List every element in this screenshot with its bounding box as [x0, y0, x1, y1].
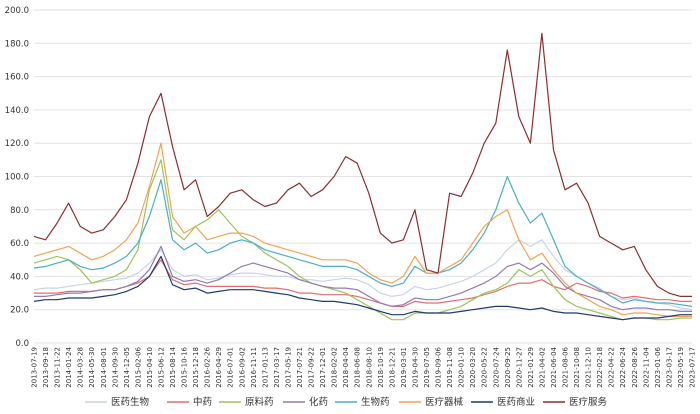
legend-item: 生物药	[335, 396, 390, 408]
series-line-0	[33, 239, 693, 311]
x-tick-label: 2020-11-27	[515, 347, 523, 388]
x-tick-label: 2022-08-26	[631, 346, 639, 387]
y-tick-label: 180.0	[5, 39, 29, 49]
x-tick-label: 2017-01-13	[261, 347, 269, 388]
x-tick-label: 2022-06-24	[619, 346, 627, 387]
legend-label: 生物药	[361, 396, 390, 408]
series-line-4	[33, 175, 693, 307]
x-axis: 2013-07-19 2013-09-18 2013-11-22 2014-01-24…	[31, 346, 697, 387]
legend-label: 原料药	[245, 396, 274, 408]
x-tick-label: 2023-01-06	[654, 346, 662, 387]
legend-item: 化药	[283, 396, 328, 408]
series-line-5	[33, 142, 692, 317]
grid-lines	[34, 9, 692, 344]
x-tick-label: 2018-06-08	[354, 347, 362, 388]
x-tick-label: 2021-08-06	[562, 346, 570, 387]
x-tick-label: 2015-04-10	[146, 347, 154, 388]
legend-item: 医疗服务	[543, 396, 608, 408]
x-tick-label: 2022-04-22	[608, 347, 616, 388]
x-tick-label: 2014-12-05	[123, 347, 131, 388]
legend-item: 中药	[167, 396, 212, 408]
legend-label: 医药生物	[111, 396, 150, 408]
y-tick-label: 80.0	[10, 206, 29, 216]
x-tick-label: 2019-03-01	[400, 347, 408, 388]
x-tick-label: 2021-12-10	[585, 347, 593, 388]
legend: 医药生物 中药 原料药 化药 生物药 医疗器械 医药商业 医疗服务	[85, 396, 608, 408]
x-tick-label: 2016-07-01	[227, 347, 235, 388]
x-tick-label: 2018-12-21	[388, 347, 396, 388]
y-tick-label: 100.0	[5, 173, 29, 183]
x-tick-label: 2017-03-17	[273, 347, 281, 388]
x-tick-label: 2013-07-19	[31, 347, 39, 388]
x-tick-label: 2017-12-01	[319, 347, 327, 388]
y-tick-label: 40.0	[10, 272, 29, 282]
x-tick-label: 2023-03-17	[665, 347, 673, 388]
x-tick-label: 2018-10-19	[377, 347, 385, 388]
x-tick-label: 2019-11-08	[446, 347, 454, 388]
series-lines	[33, 32, 693, 321]
series-line-7	[33, 32, 692, 297]
x-tick-label: 2022-02-18	[596, 347, 604, 388]
y-tick-label: 120.0	[5, 139, 29, 149]
x-tick-label: 2019-09-06	[435, 346, 443, 387]
legend-label: 中药	[193, 396, 212, 408]
x-tick-label: 2017-09-22	[308, 347, 316, 388]
series-line-2	[33, 159, 692, 321]
x-tick-label: 2018-02-02	[331, 347, 339, 388]
x-tick-label: 2015-10-16	[181, 346, 189, 387]
y-axis: 0.0 20.0 40.0 60.0 80.0 100.0 120.0 140.0 160.0 1…	[5, 6, 29, 349]
x-tick-label: 2020-07-24	[492, 346, 500, 387]
x-tick-label: 2014-03-28	[77, 347, 85, 388]
y-tick-label: 140.0	[5, 106, 29, 116]
x-tick-label: 2019-07-05	[423, 347, 431, 388]
y-tick-label: 60.0	[10, 239, 29, 249]
legend-label: 医疗服务	[569, 396, 608, 408]
series-line-1	[34, 259, 692, 307]
x-tick-label: 2017-07-21	[296, 347, 304, 388]
x-tick-label: 2020-05-22	[481, 347, 489, 388]
x-tick-label: 2023-05-19	[677, 347, 685, 388]
x-tick-label: 2019-04-30	[411, 347, 419, 388]
x-tick-label: 2020-09-25	[504, 347, 512, 388]
x-tick-label: 2016-04-29	[215, 347, 223, 388]
x-tick-label: 2016-11-11	[250, 347, 258, 388]
x-tick-label: 2020-03-20	[469, 347, 477, 388]
x-tick-label: 2021-10-08	[573, 347, 581, 388]
x-tick-label: 2022-11-04	[642, 346, 650, 387]
legend-label: 化药	[309, 396, 328, 408]
x-tick-label: 2021-06-04	[550, 346, 558, 387]
y-tick-label: 160.0	[5, 73, 29, 83]
x-tick-label: 2023-07-17	[689, 347, 697, 388]
series-line-3	[34, 245, 692, 312]
x-tick-label: 2017-05-19	[284, 347, 292, 388]
x-tick-label: 2016-09-02	[238, 347, 246, 388]
y-tick-label: 20.0	[10, 306, 29, 316]
y-tick-label: 0.0	[15, 339, 29, 349]
legend-item: 医药生物	[85, 396, 150, 408]
x-tick-label: 2021-04-02	[538, 347, 546, 388]
x-tick-label: 2021-01-29	[527, 347, 535, 388]
x-tick-label: 2014-05-30	[88, 347, 96, 388]
x-tick-label: 2014-09-30	[111, 347, 119, 388]
x-tick-label: 2013-09-18	[42, 347, 50, 388]
x-tick-label: 2016-02-26	[204, 346, 212, 387]
x-tick-label: 2015-02-06	[134, 346, 142, 387]
legend-label: 医药商业	[497, 396, 535, 408]
x-tick-label: 2018-04-04	[342, 346, 350, 387]
x-tick-label: 2020-01-10	[458, 347, 466, 388]
x-tick-label: 2014-01-24	[65, 346, 73, 387]
legend-item: 医药商业	[471, 396, 535, 408]
x-tick-label: 2015-08-14	[169, 346, 177, 387]
legend-item: 原料药	[219, 396, 274, 408]
series-line-6	[33, 255, 692, 321]
x-tick-label: 2015-12-18	[192, 347, 200, 388]
x-tick-label: 2014-08-01	[100, 347, 108, 388]
x-tick-label: 2013-11-22	[54, 347, 62, 388]
y-tick-label: 200.0	[5, 6, 29, 16]
x-tick-label: 2015-06-12	[157, 347, 165, 388]
x-tick-label: 2018-08-10	[365, 347, 373, 388]
legend-label: 医疗器械	[425, 396, 464, 408]
legend-item: 医疗器械	[399, 396, 464, 408]
